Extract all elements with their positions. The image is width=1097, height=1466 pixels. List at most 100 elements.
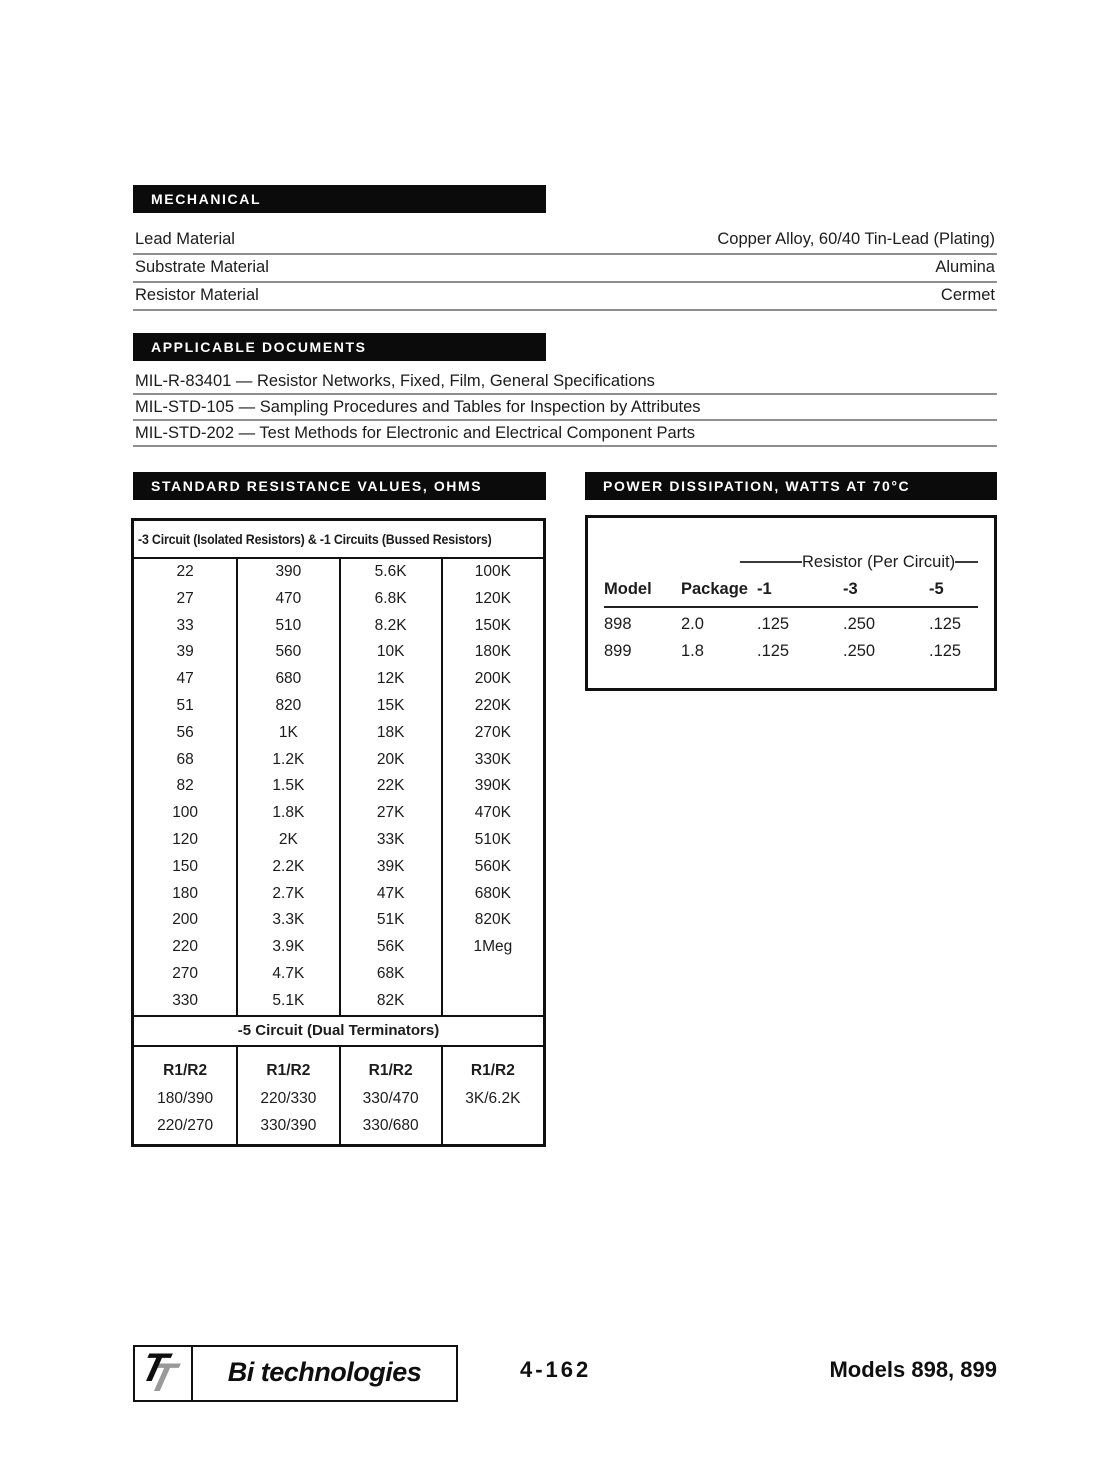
resistance-cell: 180	[172, 884, 199, 902]
pd-data-cell: .125	[929, 615, 962, 633]
resistance-cell: 390	[236, 559, 338, 586]
resistance-table-group1-header-text: -3 Circuit (Isolated Resistors) & -1 Cir…	[138, 531, 492, 547]
resistance-cell: 150K	[440, 612, 543, 640]
resistance-cell: 100	[172, 804, 199, 822]
resistance-cell: 510	[236, 612, 338, 640]
resistance-cell: 680K	[440, 880, 543, 908]
resistance-cell: 10K	[338, 639, 441, 667]
standard-resistance-table: -3 Circuit (Isolated Resistors) & -1 Cir…	[131, 518, 546, 1147]
power-dissipation-table: Resistor (Per Circuit) Model Package -1 -3 -…	[585, 515, 997, 691]
spec-row: Substrate Material Alumina	[133, 255, 997, 283]
spec-value: Copper Alloy, 60/40 Tin-Lead (Plating)	[717, 230, 995, 248]
logo-wordmark: Bi technologies	[227, 1357, 422, 1387]
r1r2-header-cell: R1/R2	[338, 1046, 441, 1085]
resistance-cell: 5.6K	[338, 559, 441, 586]
resistance-cell: 22K	[338, 773, 441, 801]
resistance-cell: 2K	[236, 826, 338, 854]
resistance-cell: 2.2K	[236, 853, 338, 881]
pd-column-header: Package	[681, 580, 748, 598]
resistance-cell: 68	[176, 750, 194, 768]
resistance-cell: 68K	[338, 960, 441, 988]
pd-data-cell: 1.8	[681, 642, 704, 660]
resistance-cell: 27K	[338, 800, 441, 827]
resistance-cell: 390K	[440, 773, 543, 801]
pd-data-cell: .250	[843, 642, 876, 660]
pd-data-cell: .250	[843, 615, 876, 633]
resistance-cell	[440, 987, 543, 1015]
pd-column-header: -3	[843, 580, 858, 598]
applicable-documents-rows: MIL-R-83401 — Resistor Networks, Fixed, …	[133, 369, 997, 447]
r1r2-data-cell: 3K/6.2K	[440, 1084, 543, 1112]
resistance-cell: 56K	[338, 934, 441, 961]
pd-data-row: 899 1.8 .125 .250 .125	[604, 638, 978, 665]
standard-resistance-title: STANDARD RESISTANCE VALUES, OHMS	[151, 478, 483, 494]
resistance-cell: 220K	[440, 692, 543, 720]
mechanical-section-header: MECHANICAL	[133, 185, 546, 213]
pd-column-header: -5	[929, 580, 944, 598]
pd-data-row: 898 2.0 .125 .250 .125	[604, 611, 978, 638]
resistance-cell: 270	[172, 964, 199, 982]
pd-data-rows: 898 2.0 .125 .250 .125 899 1.8 .125 .250 .125	[604, 611, 978, 665]
resistance-cell: 560K	[440, 853, 543, 881]
resistance-cell	[440, 960, 543, 988]
resistance-cell: 5.1K	[236, 987, 338, 1015]
mechanical-section-title: MECHANICAL	[151, 191, 262, 207]
resistance-cell: 47	[176, 670, 194, 688]
r1r2-data-cell: 220/330	[236, 1084, 338, 1112]
resistance-cell: 510K	[440, 826, 543, 854]
spec-label: Resistor Material	[135, 286, 259, 304]
resistance-table-group2-header: -5 Circuit (Dual Terminators)	[134, 1014, 543, 1047]
resistance-cell: 1Meg	[440, 934, 543, 961]
resistance-cell: 150	[172, 857, 199, 875]
resistance-cell: 2.7K	[236, 880, 338, 908]
resistance-cell: 82K	[338, 987, 441, 1015]
dual-terminator-grid: R1/R2 R1/R2 R1/R2 R1/R2 180/390 220/330 330/47…	[134, 1046, 543, 1144]
dash-rule-left	[740, 561, 802, 563]
resistance-cell: 120	[172, 830, 199, 848]
footer-models-label: Models 898, 899	[829, 1357, 997, 1382]
applicable-documents-title: APPLICABLE DOCUMENTS	[151, 339, 367, 355]
resistance-cell: 51	[176, 696, 194, 714]
resistance-cell: 20K	[338, 746, 441, 774]
dash-rule-right	[955, 561, 978, 563]
pd-data-cell: .125	[929, 642, 962, 660]
pd-data-cell: 898	[604, 615, 632, 633]
spec-row: Resistor Material Cermet	[133, 283, 997, 311]
r1r2-data-cell: 180/390	[157, 1089, 214, 1107]
resistance-cell: 1K	[236, 719, 338, 747]
spec-value: Cermet	[940, 286, 995, 304]
mechanical-rows: Lead Material Copper Alloy, 60/40 Tin-Lea…	[133, 227, 997, 311]
pd-column-header: -1	[757, 580, 772, 598]
pd-column-header: Model	[604, 580, 652, 598]
pd-group-label: Resistor (Per Circuit)	[802, 553, 956, 571]
resistance-grid: 22 390 5.6K 100K 27 470 6.8K 120K 33 510 8.2K 150K 3…	[134, 559, 543, 1015]
r1r2-header-cell: R1/R2	[163, 1061, 208, 1079]
tt-logo-icon: T T	[135, 1347, 193, 1400]
resistance-cell: 39	[176, 643, 194, 661]
resistance-cell: 200K	[440, 666, 543, 693]
pd-group-label-row: Resistor (Per Circuit)	[740, 552, 978, 572]
power-dissipation-title: POWER DISSIPATION, WATTS AT 70°C	[603, 478, 911, 494]
resistance-cell: 82	[176, 777, 194, 795]
resistance-cell: 180K	[440, 639, 543, 667]
pd-header-row: Model Package -1 -3 -5	[604, 580, 978, 608]
document-row: MIL-STD-202 — Test Methods for Electroni…	[133, 421, 997, 447]
r1r2-data-cell: 330/680	[338, 1111, 441, 1144]
resistance-cell: 8.2K	[338, 612, 441, 640]
resistance-cell: 47K	[338, 880, 441, 908]
resistance-cell: 3.3K	[236, 907, 338, 935]
resistance-table-group1-header: -3 Circuit (Isolated Resistors) & -1 Cir…	[134, 521, 543, 559]
resistance-cell: 470K	[440, 800, 543, 827]
applicable-documents-section-header: APPLICABLE DOCUMENTS	[133, 333, 546, 361]
resistance-cell: 1.5K	[236, 773, 338, 801]
resistance-cell: 39K	[338, 853, 441, 881]
resistance-cell: 330K	[440, 746, 543, 774]
r1r2-header-cell: R1/R2	[440, 1046, 543, 1085]
pd-data-cell: 899	[604, 642, 632, 660]
pd-data-cell: .125	[757, 642, 790, 660]
resistance-cell: 680	[236, 666, 338, 693]
spec-value: Alumina	[935, 258, 995, 276]
resistance-cell: 6.8K	[338, 585, 441, 613]
power-dissipation-section-header: POWER DISSIPATION, WATTS AT 70°C	[585, 472, 997, 500]
resistance-cell: 560	[236, 639, 338, 667]
